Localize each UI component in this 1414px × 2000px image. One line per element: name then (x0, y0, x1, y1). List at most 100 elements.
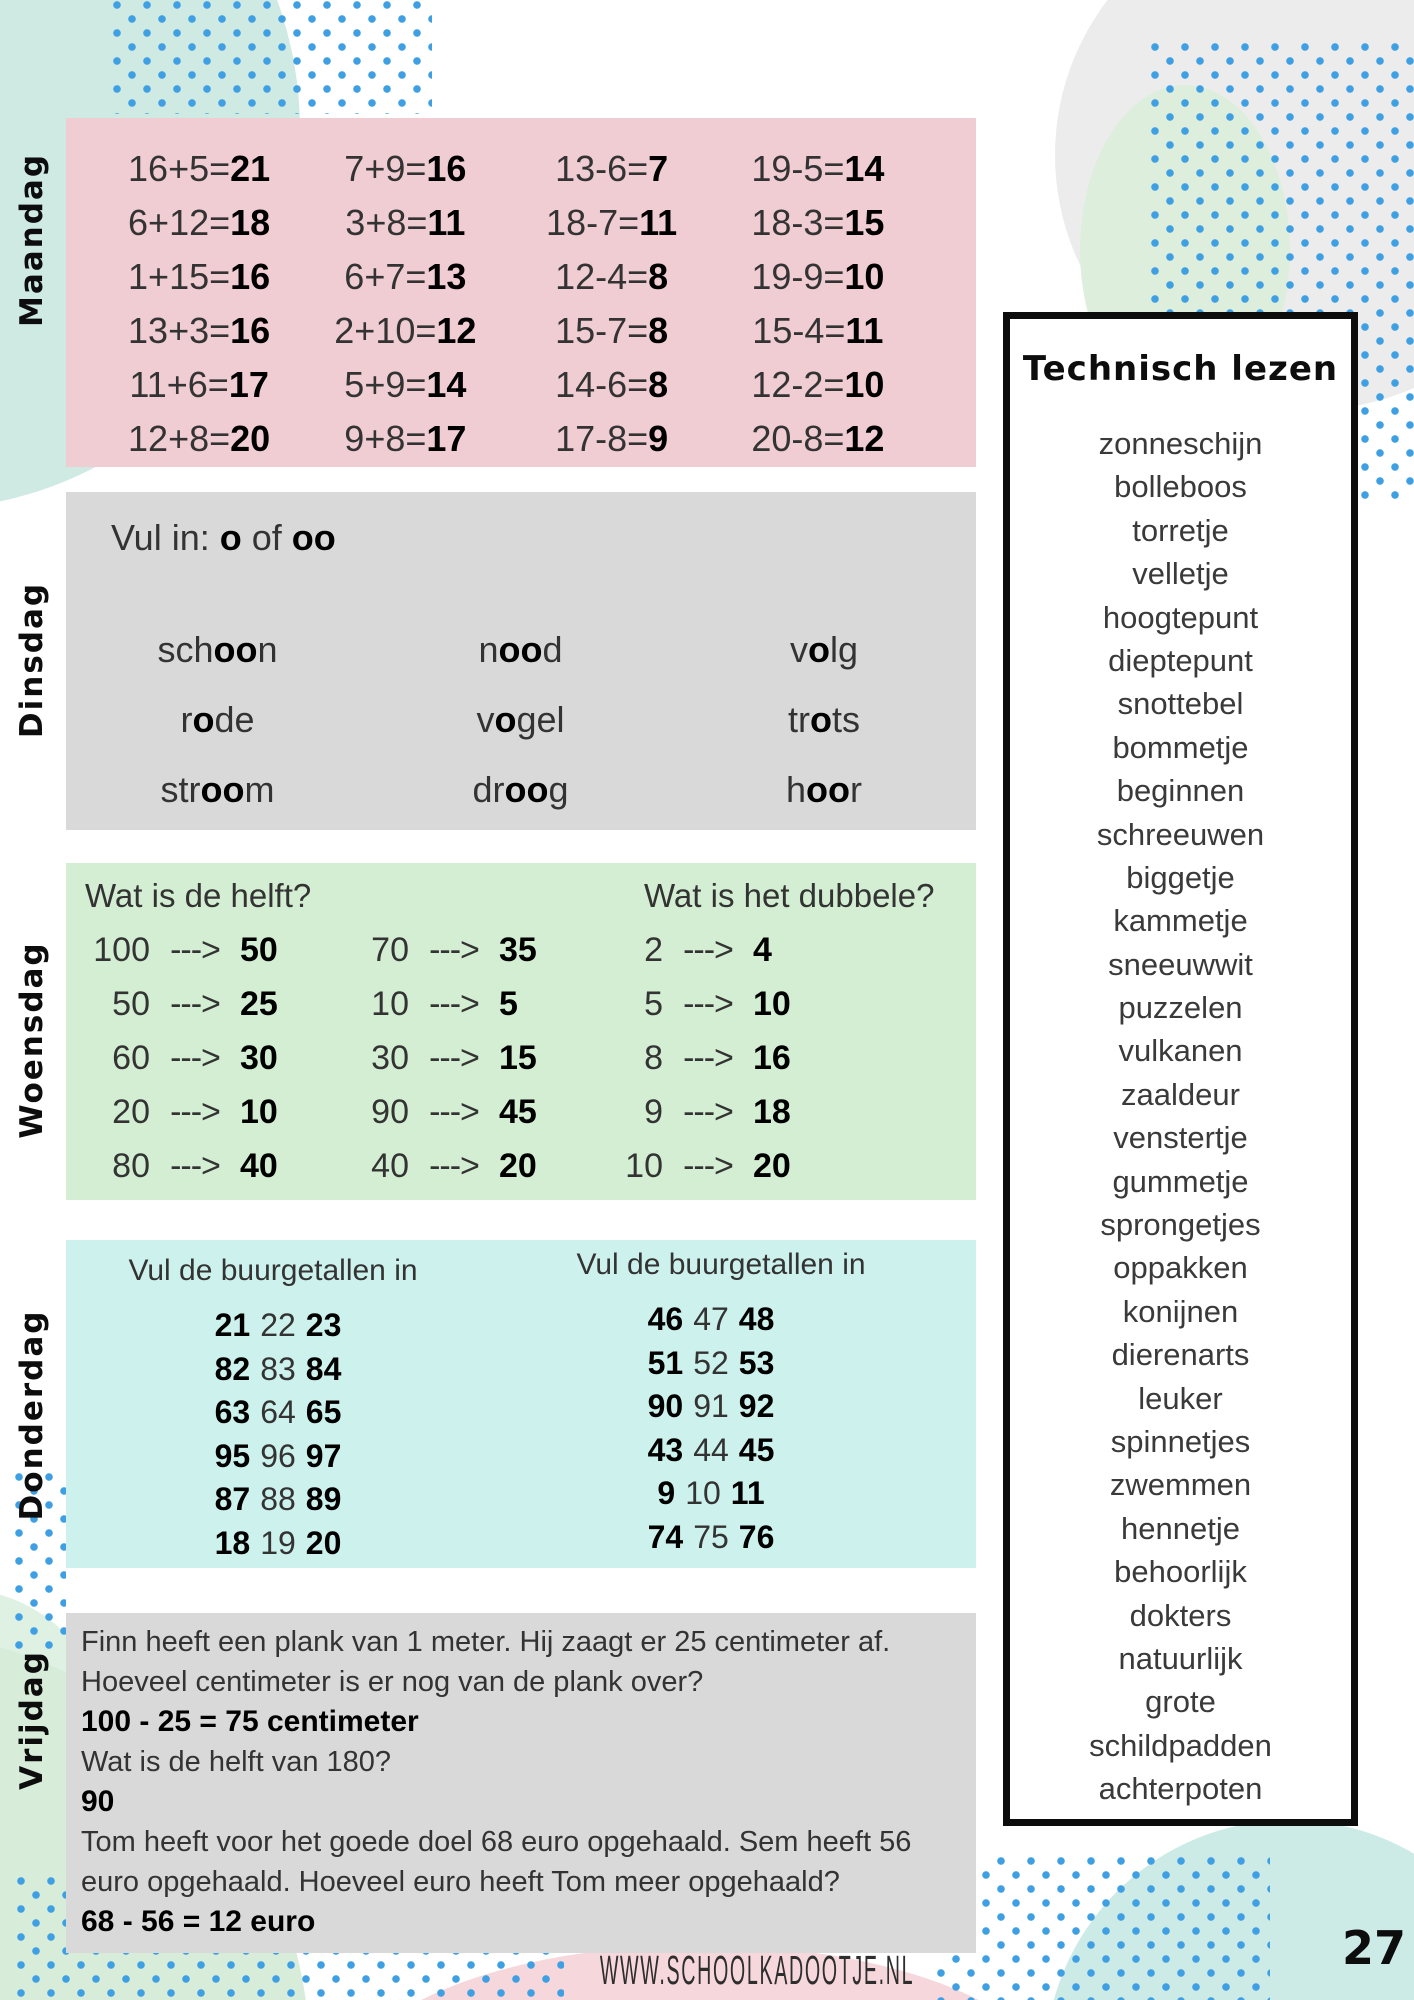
instruction-text: Vul in: (111, 517, 220, 558)
vrijdag-word-problems-box: Finn heeft een plank van 1 meter. Hij za… (66, 1613, 976, 1953)
word-filled-letters: oo (498, 629, 543, 670)
equation-answer: 17 (426, 418, 467, 459)
technisch-lezen-box: Technisch lezen zonneschijn bolleboos to… (1003, 312, 1358, 1826)
neighbours-row: 95 96 97 (153, 1435, 403, 1479)
reading-word: oppakken (1113, 1250, 1248, 1286)
equation-question: 12-2= (751, 364, 845, 405)
neighbours-row: 43 44 45 (586, 1429, 836, 1473)
word-prefix: v (476, 699, 495, 740)
neighbours-left-column: 21 22 23 82 83 84 63 64 65 95 96 97 87 88 89 18 19 2… (153, 1304, 403, 1565)
middle-number: 19 (260, 1524, 296, 1561)
input-number: 2 (644, 930, 663, 969)
equation-question: 6+7= (344, 256, 427, 297)
equation-question: 15-4= (752, 310, 846, 351)
input-number: 9 (644, 1092, 663, 1131)
day-label-vrijdag: Vrijdag (14, 1650, 50, 1790)
equation-answer: 12 (436, 310, 477, 351)
arrow: ---> (429, 1092, 480, 1131)
arrow: ---> (683, 1038, 734, 1077)
word-suffix: m (244, 769, 275, 810)
neighbour-before: 9 (657, 1475, 676, 1511)
donderdag-neighbours-box: Vul de buurgetallen in Vul de buurgetall… (66, 1240, 976, 1568)
reading-word: torretje (1132, 512, 1229, 548)
reading-word: natuurlijk (1118, 1640, 1243, 1676)
equation: 18-7=11 (509, 196, 715, 250)
input-number: 80 (112, 1146, 150, 1185)
half-row: 20 ---> 10 (82, 1085, 278, 1139)
neighbour-after: 97 (305, 1437, 342, 1474)
double-column: 2 ---> 4 5 ---> 10 8 ---> 16 9 ---> 18 10 ---> 20 (595, 923, 791, 1193)
neighbour-before: 46 (647, 1301, 684, 1337)
equation-answer: 14 (844, 148, 885, 189)
page-number: 27 (1341, 1921, 1407, 1975)
equation-answer: 12 (844, 418, 885, 459)
spelling-word: vogel (369, 685, 672, 755)
answer-number: 50 (240, 930, 278, 969)
middle-number: 64 (260, 1394, 296, 1430)
half-row: 90 ---> 45 (341, 1085, 537, 1139)
reading-word: schreeuwen (1096, 816, 1265, 852)
input-number: 5 (644, 984, 663, 1023)
neighbour-after: 84 (305, 1350, 342, 1387)
word-suffix: gel (516, 699, 565, 740)
maandag-math-box: 16+5=21 7+9=16 13-6=7 19-5=14 6+12=18 3+… (66, 118, 976, 467)
neighbour-after: 11 (730, 1475, 765, 1511)
day-label-woensdag: Woensdag (14, 941, 50, 1139)
equation: 3+8=11 (302, 196, 508, 250)
equation-question: 13-6= (555, 148, 649, 189)
arrow: ---> (170, 930, 221, 969)
spelling-word: droog (369, 755, 672, 825)
arrow: ---> (429, 1038, 480, 1077)
equation: 18-3=15 (715, 196, 921, 250)
reading-word: gummetje (1112, 1163, 1249, 1199)
half-row: 40 ---> 20 (341, 1139, 537, 1193)
word-problem-line: 90 (81, 1785, 115, 1818)
arrow: ---> (429, 930, 480, 969)
reading-word: konijnen (1122, 1293, 1239, 1329)
equation-question: 3+8= (345, 202, 428, 243)
technisch-lezen-title: Technisch lezen (1022, 349, 1339, 389)
word-prefix: tr (787, 699, 810, 740)
reading-word: leuker (1138, 1380, 1223, 1416)
equation-answer: 10 (844, 256, 885, 297)
neighbour-after: 23 (305, 1307, 342, 1343)
woensdag-half-double-box: Wat is de helft? Wat is het dubbele? 100… (66, 863, 976, 1200)
word-filled-letters: o (494, 699, 517, 740)
word-problem-line: euro opgehaald. Hoeveel euro heeft Tom m… (81, 1866, 840, 1898)
equation-answer: 15 (844, 202, 885, 243)
reading-word: beginnen (1116, 773, 1245, 809)
equation-answer: 16 (426, 148, 467, 189)
neighbours-title-right: Vul de buurgetallen in (576, 1248, 866, 1281)
equation: 2+10=12 (302, 304, 508, 358)
input-number: 10 (371, 984, 409, 1023)
spelling-word: nood (369, 615, 672, 685)
answer-number: 5 (499, 984, 518, 1023)
reading-word: grote (1145, 1684, 1216, 1720)
reading-word: schildpadden (1089, 1727, 1272, 1763)
reading-word: bommetje (1112, 729, 1249, 765)
answer-number: 18 (753, 1092, 791, 1131)
neighbour-after: 45 (738, 1431, 775, 1468)
answer-number: 45 (499, 1092, 537, 1131)
answer-number: 20 (499, 1146, 537, 1185)
word-suffix: ts (831, 699, 860, 740)
half-column-2: 70 ---> 35 10 ---> 5 30 ---> 15 90 ---> 45 40 ---… (341, 923, 537, 1193)
half-row: 60 ---> 30 (82, 1031, 278, 1085)
double-row: 9 ---> 18 (595, 1085, 791, 1139)
reading-word: biggetje (1126, 859, 1235, 895)
reading-word: zwemmen (1109, 1467, 1252, 1503)
middle-number: 52 (693, 1344, 729, 1381)
word-suffix: de (214, 699, 255, 740)
middle-number: 75 (693, 1518, 729, 1555)
answer-number: 15 (499, 1038, 537, 1077)
reading-word: hennetje (1121, 1510, 1240, 1546)
answer-number: 30 (240, 1038, 278, 1077)
arrow: ---> (170, 1038, 221, 1077)
spelling-word: trots (672, 685, 976, 755)
double-row: 2 ---> 4 (595, 923, 791, 977)
neighbour-after: 20 (305, 1524, 342, 1561)
half-row: 30 ---> 15 (341, 1031, 537, 1085)
neighbour-before: 63 (214, 1394, 251, 1430)
equation: 13-6=7 (509, 142, 715, 196)
word-prefix: v (789, 629, 808, 670)
